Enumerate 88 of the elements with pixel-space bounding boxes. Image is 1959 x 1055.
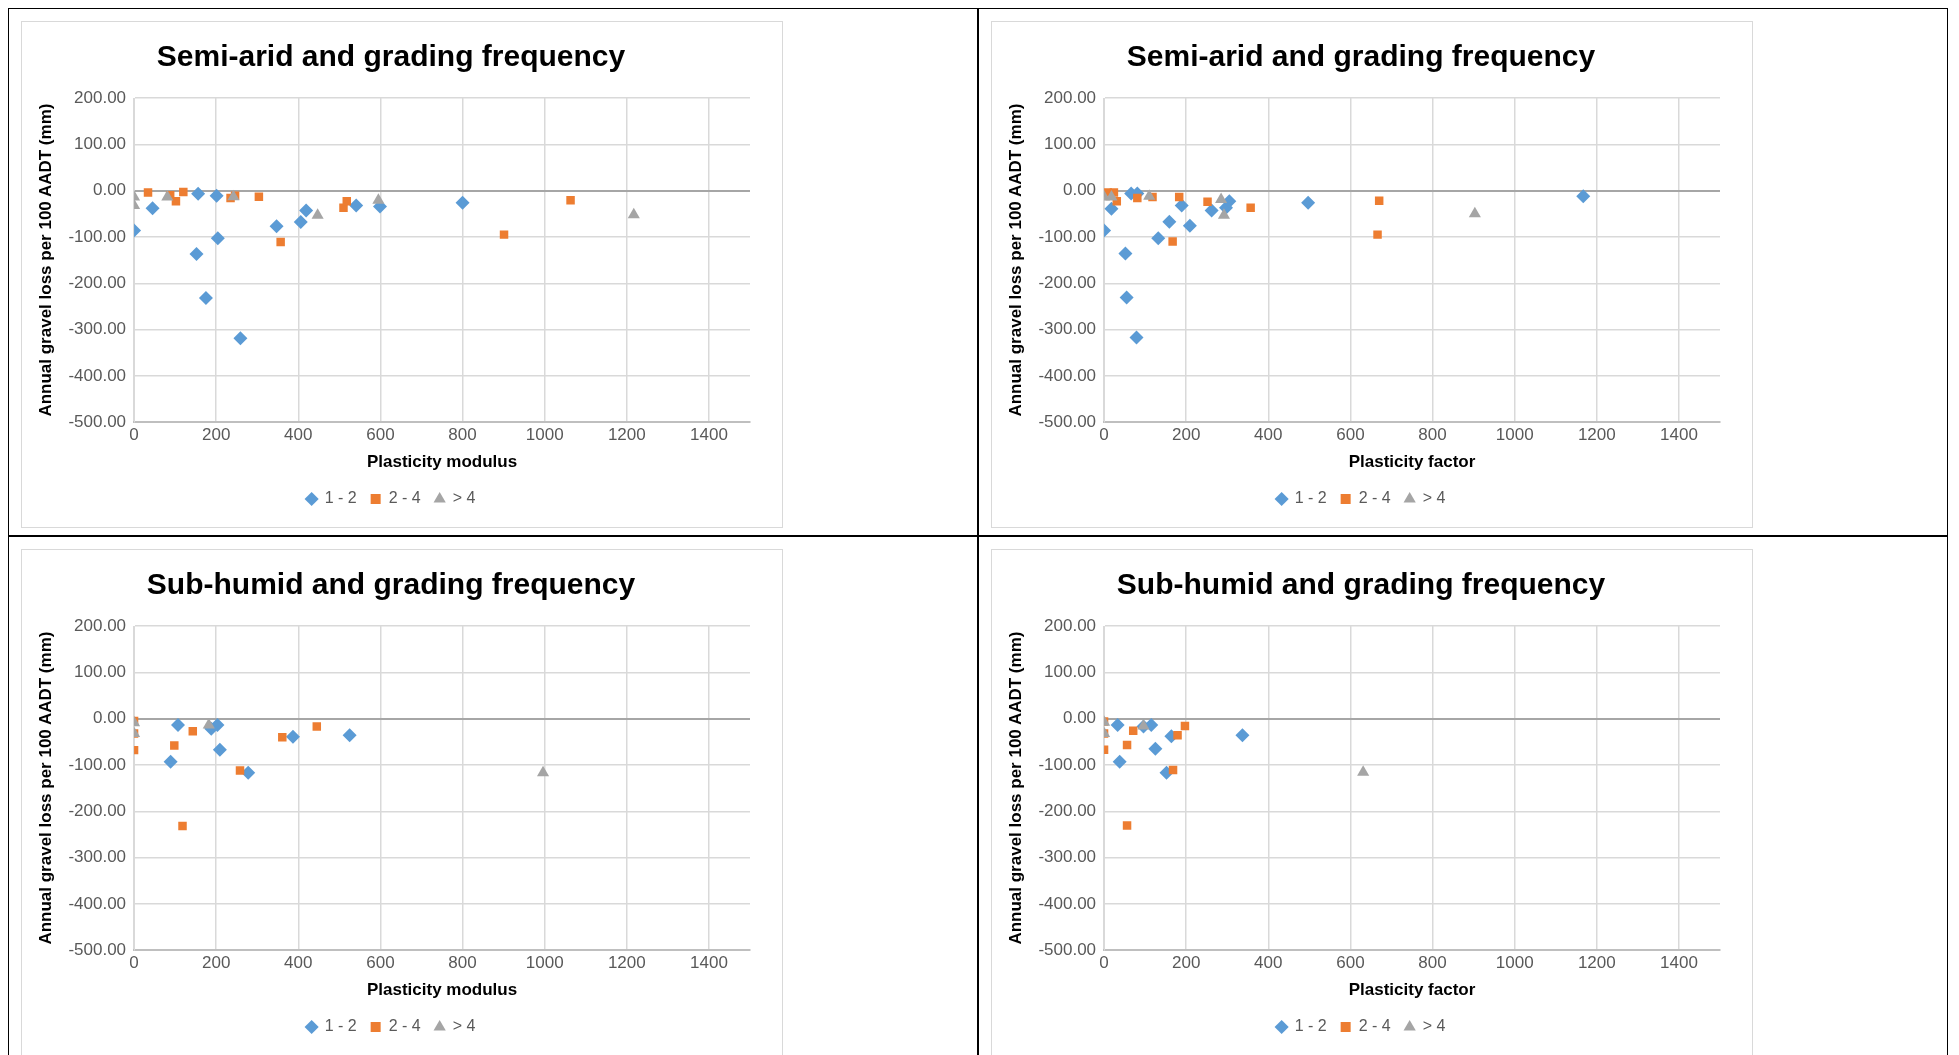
y-tick-label: -200.00 — [68, 800, 127, 820]
x-tick-label: 1400 — [690, 953, 728, 973]
y-tick-label: -300.00 — [68, 847, 127, 867]
x-axis-title: Plasticity modulus — [366, 452, 518, 472]
legend-label: 2 - 4 — [388, 1017, 421, 1035]
x-tick-label: 400 — [1254, 953, 1283, 973]
x-tick-label: 200 — [1172, 953, 1201, 973]
legend-label: 1 - 2 — [1294, 489, 1327, 507]
y-tick-label: 0.00 — [92, 708, 127, 728]
y-tick-label: -300.00 — [68, 319, 127, 339]
x-tick-label: 0 — [129, 953, 139, 973]
y-tick-label: 0.00 — [1062, 180, 1097, 200]
x-tick-label: 800 — [448, 953, 477, 973]
x-tick-label: 1200 — [1577, 425, 1616, 445]
y-tick-label: -500.00 — [1038, 411, 1097, 431]
y-tick-label: 200.00 — [1044, 615, 1097, 635]
x-tick-label: 800 — [1418, 425, 1447, 445]
legend-label: 1 - 2 — [324, 1017, 357, 1035]
y-tick-label: -500.00 — [68, 939, 127, 959]
x-tick-label: 600 — [1336, 425, 1365, 445]
y-tick-label: 200.00 — [1044, 87, 1097, 107]
legend-label: 1 - 2 — [1294, 1017, 1327, 1035]
x-axis-title: Plasticity factor — [1348, 452, 1476, 472]
y-tick-label: -400.00 — [68, 365, 127, 385]
y-tick-label: -200.00 — [1038, 800, 1097, 820]
y-tick-label: -400.00 — [68, 893, 127, 913]
legend-label: 1 - 2 — [324, 489, 357, 507]
y-tick-label: -100.00 — [1038, 754, 1097, 774]
legend-label: 2 - 4 — [388, 489, 421, 507]
legend-label: > 4 — [1422, 489, 1446, 507]
y-tick-label: -300.00 — [1038, 847, 1097, 867]
legend-label: > 4 — [452, 489, 476, 507]
y-tick-label: 0.00 — [1062, 708, 1097, 728]
chart-title: Semi-arid and grading frequency — [156, 39, 626, 73]
x-tick-label: 1400 — [1660, 953, 1698, 973]
y-tick-label: 200.00 — [74, 615, 127, 635]
x-tick-label: 400 — [284, 425, 313, 445]
legend-label: 2 - 4 — [1358, 1017, 1391, 1035]
x-tick-label: 1400 — [690, 425, 728, 445]
x-tick-label: 800 — [1418, 953, 1447, 973]
y-tick-label: -200.00 — [1038, 272, 1097, 292]
y-tick-label: -400.00 — [1038, 893, 1097, 913]
y-tick-label: -400.00 — [1038, 365, 1097, 385]
x-tick-label: 0 — [1099, 953, 1109, 973]
y-tick-label: 100.00 — [74, 662, 127, 681]
x-tick-label: 1000 — [525, 425, 564, 445]
chart-title: Sub-humid and grading frequency — [1116, 567, 1606, 601]
y-tick-label: -100.00 — [1038, 226, 1097, 246]
y-tick-label: -100.00 — [68, 226, 127, 246]
y-tick-label: 0.00 — [92, 180, 127, 200]
y-tick-label: -500.00 — [1038, 939, 1097, 959]
y-tick-label: 100.00 — [74, 134, 127, 153]
x-tick-label: 0 — [1099, 425, 1109, 445]
x-tick-label: 1000 — [1495, 425, 1534, 445]
x-tick-label: 600 — [366, 953, 395, 973]
x-tick-label: 400 — [1254, 425, 1283, 445]
x-axis-title: Plasticity modulus — [366, 980, 518, 1000]
y-axis-title: Annual gravel loss per 100 AADT (mm) — [35, 631, 55, 945]
x-tick-label: 1200 — [607, 953, 646, 973]
y-tick-label: -500.00 — [68, 411, 127, 431]
y-tick-label: 100.00 — [1044, 662, 1097, 681]
x-tick-label: 200 — [202, 425, 231, 445]
x-tick-label: 0 — [129, 425, 139, 445]
legend-label: 2 - 4 — [1358, 489, 1391, 507]
x-tick-label: 1400 — [1660, 425, 1698, 445]
x-tick-label: 200 — [1172, 425, 1201, 445]
x-tick-label: 200 — [202, 953, 231, 973]
y-tick-label: 200.00 — [74, 87, 127, 107]
x-tick-label: 1200 — [607, 425, 646, 445]
y-tick-label: -100.00 — [68, 754, 127, 774]
x-tick-label: 1000 — [1495, 953, 1534, 973]
x-tick-label: 1200 — [1577, 953, 1616, 973]
chart-title: Sub-humid and grading frequency — [146, 567, 636, 601]
y-axis-title: Annual gravel loss per 100 AADT (mm) — [35, 103, 55, 417]
x-tick-label: 400 — [284, 953, 313, 973]
y-tick-label: 100.00 — [1044, 134, 1097, 153]
y-axis-title: Annual gravel loss per 100 AADT (mm) — [1005, 103, 1025, 417]
x-tick-label: 800 — [448, 425, 477, 445]
x-tick-label: 600 — [1336, 953, 1365, 973]
chart-title: Semi-arid and grading frequency — [1126, 39, 1596, 73]
legend-label: > 4 — [452, 1017, 476, 1035]
y-tick-label: -300.00 — [1038, 319, 1097, 339]
x-tick-label: 600 — [366, 425, 395, 445]
x-tick-label: 1000 — [525, 953, 564, 973]
y-axis-title: Annual gravel loss per 100 AADT (mm) — [1005, 631, 1025, 945]
x-axis-title: Plasticity factor — [1348, 980, 1476, 1000]
legend-label: > 4 — [1422, 1017, 1446, 1035]
y-tick-label: -200.00 — [68, 272, 127, 292]
